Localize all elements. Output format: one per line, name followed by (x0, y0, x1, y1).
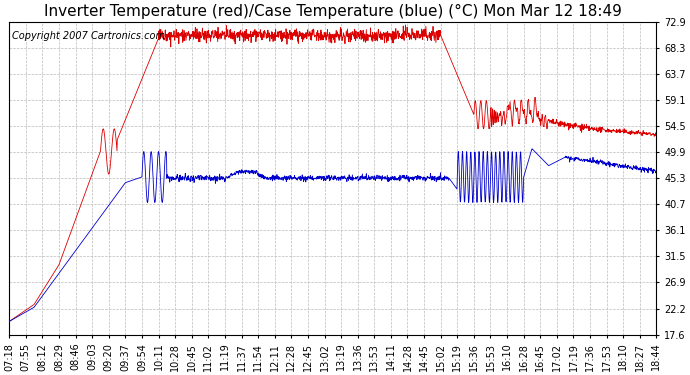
Title: Inverter Temperature (red)/Case Temperature (blue) (°C) Mon Mar 12 18:49: Inverter Temperature (red)/Case Temperat… (44, 4, 622, 19)
Text: Copyright 2007 Cartronics.com: Copyright 2007 Cartronics.com (12, 31, 166, 41)
